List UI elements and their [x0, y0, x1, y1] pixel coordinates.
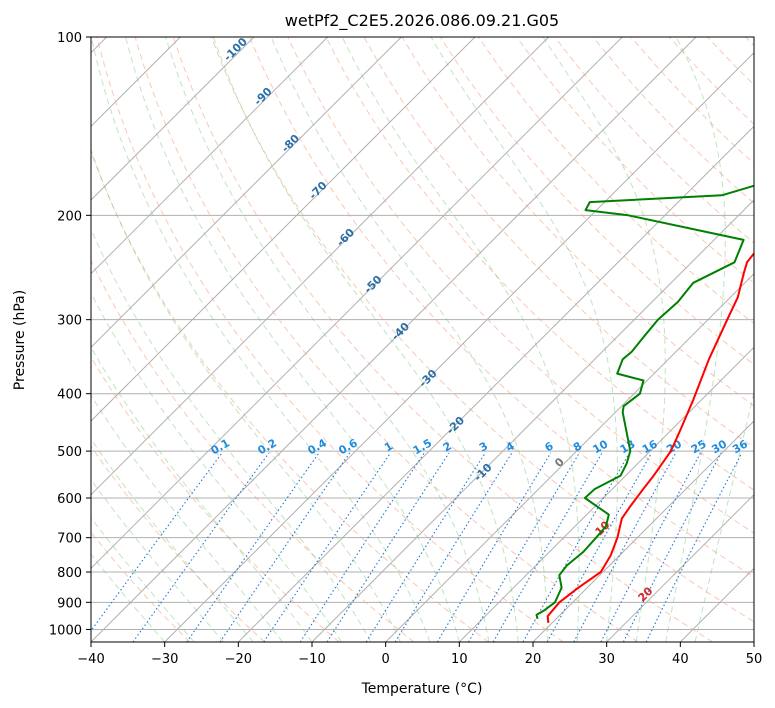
moist-adiabat [91, 292, 342, 642]
mixing-ratio-line [186, 452, 320, 642]
dry-adiabat [630, 37, 754, 165]
dry-adiabat [134, 37, 639, 642]
mixing-ratio-line [91, 452, 223, 632]
x-tick-label: 40 [672, 652, 689, 667]
mixing-ratio-line [132, 452, 270, 642]
dry-adiabat [401, 37, 754, 407]
isotherm-gridlines [91, 37, 754, 642]
y-axis-ticks: 100 200 300 400 500 600 700 800 900 1000 [49, 31, 91, 638]
dry-adiabat [211, 37, 754, 623]
moist-adiabat [430, 37, 618, 642]
mixing-ratio-lines [91, 452, 743, 642]
x-tick-label: −30 [151, 652, 178, 667]
moist-adiabat [341, 37, 580, 642]
moist-adiabat [91, 148, 401, 642]
mixing-ratio-line [645, 452, 743, 642]
moist-adiabat [665, 37, 726, 642]
isotherm-line [91, 37, 623, 570]
moist-adiabat [91, 228, 372, 642]
isotherm-line [532, 420, 754, 642]
moist-adiabat [91, 394, 283, 642]
moist-adiabat [91, 516, 195, 642]
moist-adiabats [91, 37, 754, 642]
x-tick-label: −40 [77, 652, 104, 667]
y-tick-label: 300 [57, 314, 82, 329]
dry-adiabat [249, 37, 754, 578]
moist-adiabat [542, 37, 666, 642]
isotherm-line [164, 51, 754, 642]
moist-adiabat [91, 346, 313, 642]
x-tick-label: 0 [382, 652, 390, 667]
mixing-ratio-line [522, 452, 630, 642]
dry-adiabat [516, 37, 754, 284]
dry-adiabat [325, 37, 754, 491]
y-tick-label: 600 [57, 492, 82, 507]
isotherm-line [458, 346, 754, 642]
moist-adiabat [91, 553, 166, 642]
moist-adiabat [165, 37, 490, 642]
dry-adiabat [96, 37, 564, 642]
dry-adiabat [478, 37, 754, 325]
moist-adiabat [91, 478, 224, 642]
x-tick-label: 50 [746, 652, 763, 667]
y-tick-label: 900 [57, 596, 82, 611]
y-tick-label: 500 [57, 445, 82, 460]
dry-adiabat [172, 37, 713, 642]
isotherm-line [606, 493, 754, 642]
mixing-ratio-line [263, 452, 391, 642]
isobar-gridlines [91, 37, 754, 630]
x-tick-label: 10 [451, 652, 468, 667]
mixing-ratio-line [492, 452, 603, 642]
y-tick-label: 700 [57, 532, 82, 547]
mixing-ratio-line [299, 452, 425, 642]
x-tick-label: −10 [298, 652, 325, 667]
y-tick-label: 200 [57, 209, 82, 224]
isotherm-line [91, 37, 697, 642]
x-tick-label: 30 [598, 652, 615, 667]
sounding-profiles [535, 184, 754, 624]
x-tick-label: −20 [225, 652, 252, 667]
x-axis-label: Temperature (°C) [361, 681, 483, 697]
dry-adiabats [91, 37, 754, 642]
mixing-ratio-line [622, 452, 722, 642]
isotherm-line [91, 37, 476, 422]
moist-adiabat [91, 37, 431, 642]
dry-adiabat [363, 37, 754, 449]
isotherm-line [385, 272, 754, 642]
plot-layers: 0.1 0.2 0.4 0.6 1 1.5 2 3 4 6 8 10 13 16 20 25 30 36-100-… [91, 37, 754, 642]
moist-adiabat [125, 37, 460, 642]
dry-adiabat [592, 37, 754, 204]
chart-title: wetPf2_C2E5.2026.086.09.21.G05 [285, 11, 559, 31]
plot-frame [90, 36, 755, 643]
mixing-ratio-line [326, 452, 450, 642]
dewpoint-profile [535, 184, 754, 620]
mixing-ratio-line [394, 452, 513, 642]
y-tick-label: 1000 [49, 623, 82, 638]
isotherm-line [91, 37, 255, 201]
y-axis-label: Pressure (hPa) [12, 290, 28, 390]
isotherm-line [237, 125, 754, 642]
y-tick-label: 100 [57, 31, 82, 46]
moist-adiabat [212, 37, 519, 642]
isotherm-line [91, 37, 402, 349]
x-axis-ticks: −40 −30 −20 −10 0 10 20 30 40 50 [77, 642, 762, 667]
moist-adiabat [694, 390, 754, 642]
x-tick-label: 20 [525, 652, 542, 667]
temperature-profile [546, 251, 754, 624]
y-tick-label: 800 [57, 566, 82, 581]
isotherm-line [91, 37, 329, 275]
moist-adiabat [270, 37, 549, 642]
mixing-ratio-line [468, 452, 580, 642]
mixing-ratio-line [436, 452, 552, 642]
dry-adiabat [91, 445, 265, 642]
mixing-ratio-line [365, 452, 486, 642]
isotherm-line [91, 37, 550, 496]
y-tick-label: 400 [57, 388, 82, 403]
moist-adiabat [91, 438, 254, 642]
dry-adiabat [91, 259, 415, 642]
